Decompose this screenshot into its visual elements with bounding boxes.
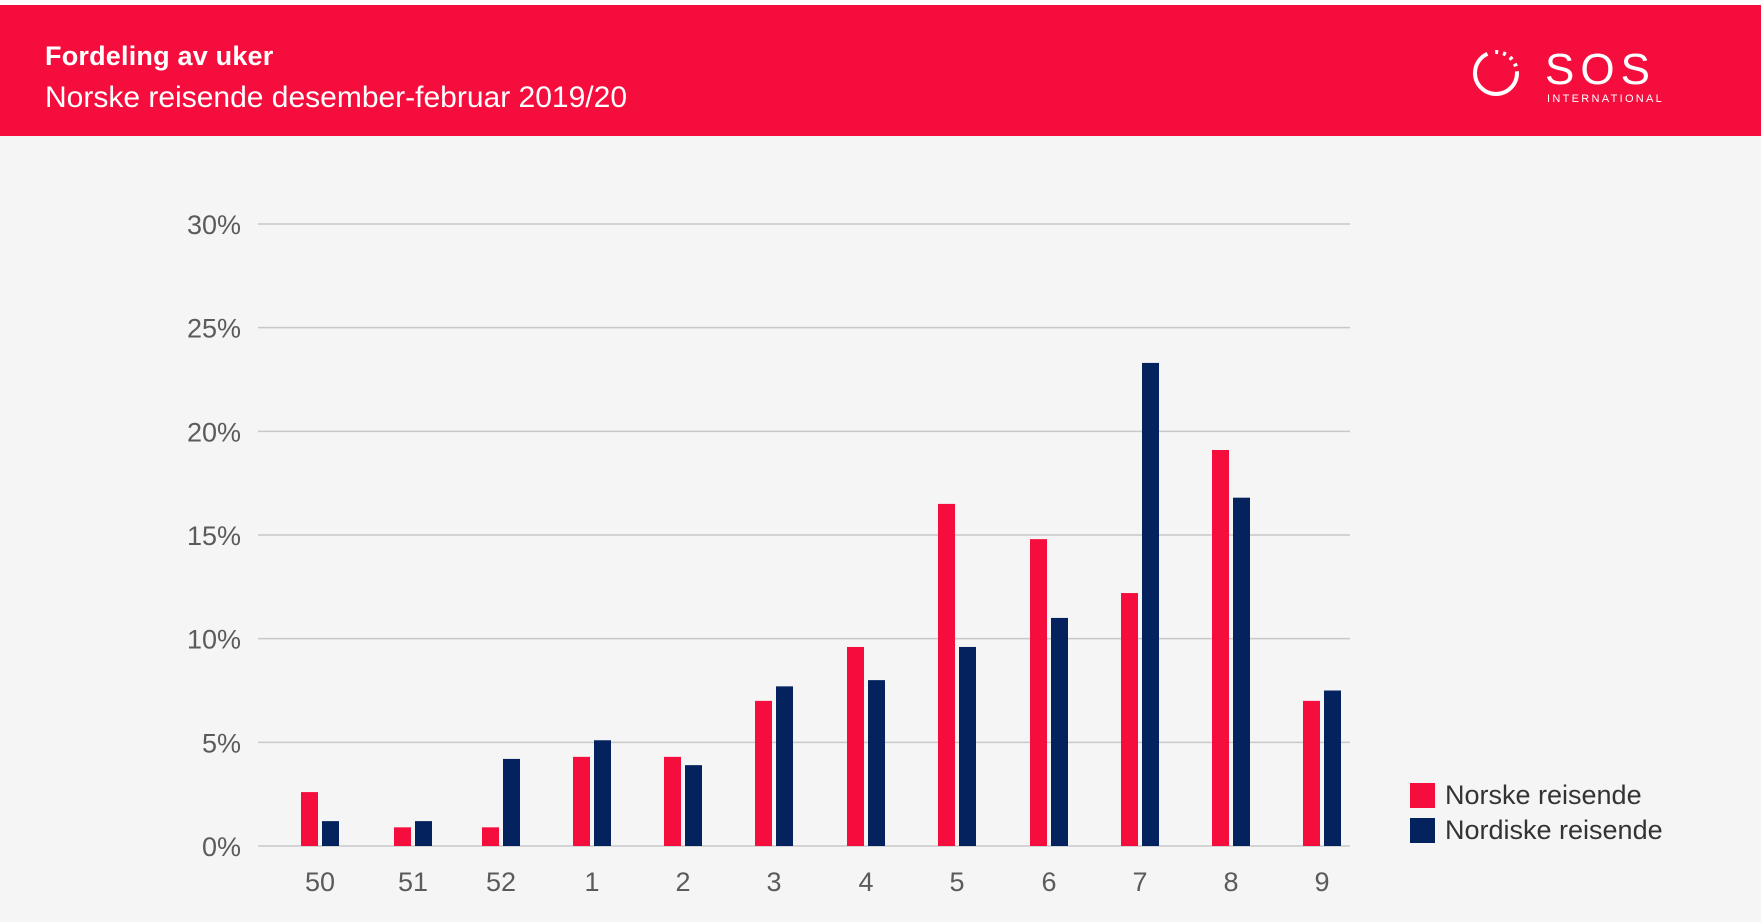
gridlines — [258, 223, 1350, 847]
x-tick-label: 9 — [1314, 867, 1329, 897]
x-tick-label: 50 — [305, 867, 335, 897]
y-tick-label: 25% — [187, 314, 241, 344]
bar-norske-51 — [394, 827, 411, 846]
x-tick-label: 1 — [584, 867, 599, 897]
logo-subtext: INTERNATIONAL — [1547, 93, 1665, 105]
x-tick-label: 6 — [1041, 867, 1056, 897]
bar-nordiske-1 — [594, 740, 611, 846]
bar-nordiske-50 — [322, 821, 339, 846]
bar-norske-9 — [1303, 700, 1320, 846]
legend-label-nordiske: Nordiske reisende — [1445, 815, 1663, 845]
chart-title: Fordeling av uker — [45, 41, 274, 71]
bar-norske-3 — [755, 700, 772, 846]
bar-norske-52 — [482, 827, 499, 846]
x-tick-label: 8 — [1223, 867, 1238, 897]
x-tick-label: 4 — [858, 867, 873, 897]
y-tick-label: 0% — [202, 832, 241, 862]
legend-swatch-nordiske — [1410, 818, 1435, 843]
y-tick-label: 10% — [187, 625, 241, 655]
bar-nordiske-4 — [868, 680, 885, 846]
y-tick-label: 20% — [187, 417, 241, 447]
bars — [301, 362, 1341, 846]
bar-norske-7 — [1121, 593, 1138, 846]
sos-international-logo: SOS INTERNATIONAL — [1470, 39, 1700, 109]
x-tick-label: 51 — [398, 867, 428, 897]
x-tick-label: 7 — [1132, 867, 1147, 897]
bar-nordiske-7 — [1142, 362, 1159, 846]
bar-nordiske-9 — [1324, 690, 1341, 846]
sos-logo-ring-icon — [1473, 50, 1519, 96]
bar-nordiske-52 — [503, 758, 520, 846]
bar-norske-8 — [1212, 449, 1229, 846]
legend-label-norske: Norske reisende — [1445, 780, 1642, 810]
bar-nordiske-51 — [415, 821, 432, 846]
bar-norske-2 — [664, 756, 681, 846]
x-tick-label: 52 — [486, 867, 516, 897]
y-tick-label: 15% — [187, 521, 241, 551]
bar-norske-50 — [301, 792, 318, 846]
chart-subtitle: Norske reisende desember-februar 2019/20 — [45, 81, 627, 114]
bar-nordiske-8 — [1233, 497, 1250, 846]
bar-nordiske-3 — [776, 686, 793, 846]
x-tick-label: 3 — [766, 867, 781, 897]
y-tick-label: 30% — [187, 210, 241, 240]
header-banner: Fordeling av uker Norske reisende desemb… — [0, 5, 1761, 136]
bar-norske-1 — [573, 756, 590, 846]
x-tick-label: 2 — [675, 867, 690, 897]
y-axis-ticks: 0% 5% 10% 15% 20% 25% 30% — [187, 210, 241, 862]
bar-nordiske-2 — [685, 765, 702, 846]
x-tick-label: 5 — [949, 867, 964, 897]
bar-nordiske-6 — [1051, 617, 1068, 846]
bar-norske-5 — [938, 503, 955, 846]
bar-norske-6 — [1030, 539, 1047, 846]
bar-nordiske-5 — [959, 646, 976, 846]
y-tick-label: 5% — [202, 728, 241, 758]
bar-norske-4 — [847, 646, 864, 846]
legend-swatch-norske — [1410, 783, 1435, 808]
x-axis-ticks: 50 51 52 1 2 3 4 5 6 7 8 9 — [305, 867, 1330, 897]
logo-wordmark: SOS — [1545, 45, 1656, 94]
